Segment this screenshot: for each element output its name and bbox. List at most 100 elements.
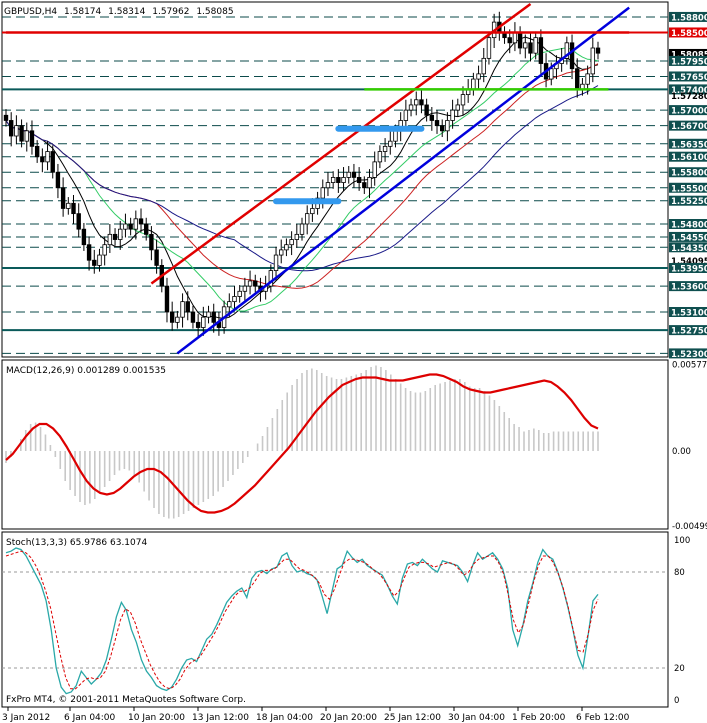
price-label-box [669,182,707,193]
candle-body [60,187,66,209]
candle-body [346,171,351,178]
candle-body [595,47,601,54]
candle-body [71,202,76,215]
price-label-box [669,325,707,336]
candle-body [310,208,315,215]
candle-body [50,151,55,173]
candle-body [55,171,61,189]
candle-body [528,42,533,54]
candle-body [107,233,113,246]
time-tick-label: 18 Jan 04:00 [256,713,313,723]
stochastic-tick: 0 [674,696,679,706]
time-tick-label: 1 Feb 20:00 [512,713,566,723]
candle-body [533,37,538,54]
stochastic-lines [5,547,599,695]
candle-body [460,94,466,106]
price-label-box [669,219,707,229]
candle-body [8,120,14,137]
candle-body [81,228,87,246]
time-tick-label: 30 Jan 04:00 [448,713,505,723]
price-label: 1.57280 [671,92,707,102]
candle-body [118,228,123,240]
macd-pane[interactable]: 0.00577 0.00 -0.00499 MACD(12,26,9) 0.0012… [1,359,707,532]
price-label: 1.56700 [671,122,707,132]
price-label: 1.55500 [671,184,707,194]
candle-body [590,47,596,75]
price-label: 1.58085 [671,50,707,60]
candle-body [414,99,419,106]
candle-body [434,120,440,127]
candle-body [24,130,29,142]
price-label: 1.53100 [671,309,707,319]
candle-body [112,233,118,240]
price-label: 1.58800 [671,13,707,23]
trend-lines[interactable] [6,2,630,355]
candle-body [486,37,492,59]
candle-body [268,270,274,287]
price-label: 1.54550 [671,233,707,243]
price-label: 1.57950 [671,57,707,67]
price-pane-border [1,1,669,358]
candle-body [175,316,180,323]
candle-body [471,78,476,90]
candle-body [206,311,211,318]
price-label-box [669,242,707,253]
price-label: 1.53600 [671,283,707,293]
time-tick-label: 10 Jan 20:00 [128,713,185,723]
candle-body [133,218,139,230]
price-label: 1.54800 [671,221,707,231]
candle-body [92,259,97,266]
price-label-box [669,138,707,149]
candle-body [585,73,590,85]
candle-body [211,311,216,323]
candle-body [289,239,294,246]
candle-body [66,202,71,209]
candle-body [569,42,575,70]
price-label: 1.57650 [671,73,707,83]
stochastic-pane[interactable]: 100 80 20 0 Stoch(13,3,3) 65.9786 63.1074 [1,531,690,708]
candle-body [169,311,175,323]
price-label: 1.52300 [671,350,707,360]
candle-body [408,104,414,111]
candle-body [481,57,486,75]
candle-body [336,177,341,183]
candle-body [40,156,45,163]
price-label-box [669,307,707,317]
candle-body [450,109,455,121]
time-tick-label: 20 Jan 20:00 [320,713,377,723]
candle-body [362,182,367,189]
candles [3,11,601,338]
candle-body [341,177,346,183]
price-label-box [669,27,707,38]
price-label: 1.55250 [671,197,707,207]
time-tick-label: 3 Jan 2012 [2,713,50,723]
price-label-box [669,151,707,162]
price-label-box [669,120,707,131]
macd-tick: 0.00577 [672,360,707,370]
candle-body [367,177,372,189]
candle-body [351,171,357,178]
price-label: 1.58500 [671,29,707,39]
candle-body [34,145,40,158]
candle-body [144,223,149,235]
stochastic-axis-labels: 100 80 20 0 [674,536,690,706]
price-label: 1.56100 [671,153,707,163]
candle-body [29,130,35,147]
macd-pane-border [1,359,669,530]
candle-body [279,249,284,256]
candle-body [538,37,544,64]
candle-body [393,130,398,142]
candle-body [97,254,102,266]
candle-body [242,285,248,292]
time-tick-label: 25 Jan 12:00 [384,713,441,723]
macd-histogram [5,365,599,519]
candle-body [382,145,388,152]
macd-axis-labels: 0.00577 0.00 -0.00499 [672,360,707,531]
candle-body [102,244,107,256]
candle-body [403,109,409,121]
time-tick-label: 6 Jan 04:00 [64,713,116,723]
stochastic-levels [2,571,668,669]
